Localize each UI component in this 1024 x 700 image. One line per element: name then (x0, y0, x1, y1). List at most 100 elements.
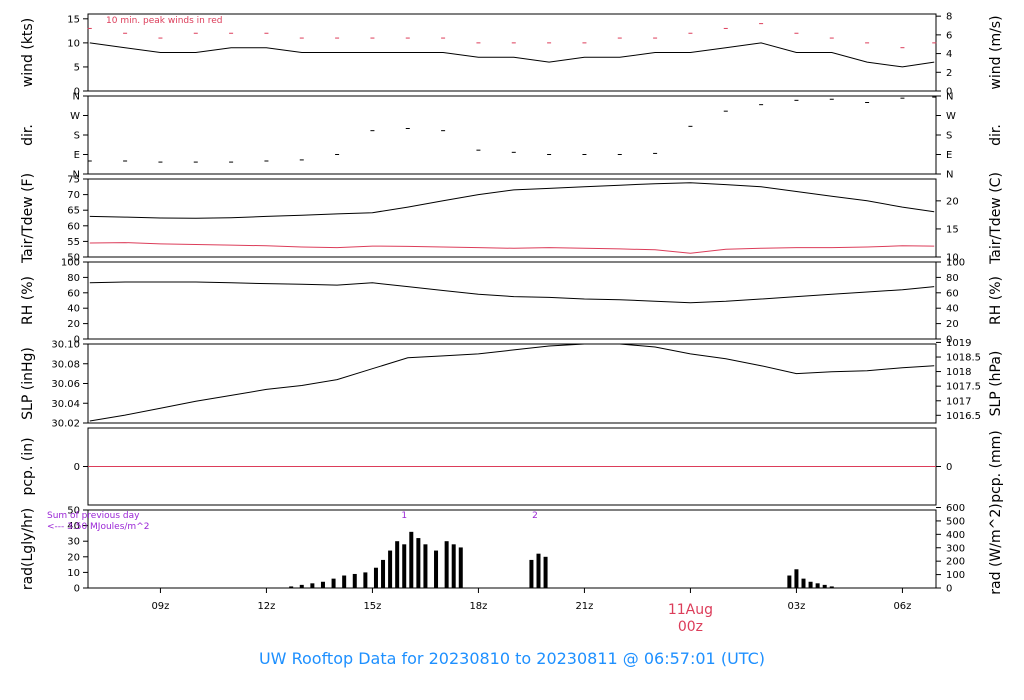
left-tick-label-rh-2: 40 (67, 304, 80, 315)
rad-bar-6 (352, 573, 357, 588)
rad-bar-3 (320, 581, 325, 588)
y-axis-label-left-wind: wind (kts) (20, 18, 36, 87)
y-axis-label-left-temp: Tair/Tdew (F) (20, 173, 36, 264)
right-tick-label-slp-1: 1017 (946, 396, 971, 407)
right-tick-label-rh-4: 80 (946, 273, 959, 284)
right-tick-label-pcp-0: 0 (946, 462, 952, 473)
left-tick-label-rh-1: 20 (67, 319, 80, 330)
rad-bar-18 (451, 544, 456, 588)
left-tick-label-slp-3: 30.08 (51, 359, 80, 370)
panel-frame-rh (87, 261, 937, 340)
left-tick-label-rad-5: 50 (67, 506, 80, 517)
right-tick-label-slp-0: 1016.5 (946, 411, 981, 422)
panel-frame-temp (87, 178, 937, 258)
series-line-temp-0 (89, 182, 935, 219)
y-axis-label-left-rh: RH (%) (20, 276, 36, 325)
rad-bar-14 (416, 538, 421, 588)
left-tick-label-temp-0: 50 (67, 253, 80, 264)
right-tick-label-dir-4: N (946, 92, 953, 103)
rad-bar-17 (444, 541, 449, 588)
x-tick-label-6: 06z (893, 601, 911, 612)
rad-bar-20 (529, 559, 534, 588)
y-axis-label-right-wind: wind (m/s) (988, 15, 1004, 89)
right-tick-label-slp-5: 1019 (946, 338, 971, 349)
right-tick-label-rad-1: 100 (946, 570, 965, 581)
left-tick-label-dir-2: S (74, 131, 80, 142)
right-tick-label-slp-3: 1018 (946, 367, 971, 378)
rad-bar-11 (395, 541, 400, 588)
right-tick-label-wind-4: 8 (946, 12, 952, 23)
right-tick-label-dir-2: S (946, 131, 952, 142)
rad-annotation-0: Sum of previous day (47, 511, 140, 521)
left-tick-label-rad-4: 40 (67, 521, 80, 532)
left-tick-label-rad-1: 10 (67, 568, 80, 579)
right-tick-label-temp-0: 10 (946, 253, 959, 264)
left-tick-label-pcp-0: 0 (74, 462, 80, 473)
panel-frame-wind (87, 13, 937, 92)
left-tick-label-dir-3: W (70, 111, 80, 122)
right-tick-label-wind-3: 6 (946, 30, 952, 41)
day-marker-time: 00z (678, 619, 703, 635)
rad-bar-22 (543, 556, 548, 588)
left-tick-label-dir-0: N (73, 170, 80, 181)
right-tick-label-temp-1: 15 (946, 224, 959, 235)
rad-bar-7 (363, 572, 368, 588)
right-tick-label-rad-3: 300 (946, 543, 965, 554)
y-axis-label-left-rad: rad(Lgly/hr) (20, 508, 36, 590)
right-tick-label-wind-0: 0 (946, 87, 952, 98)
panel-frame-slp (87, 343, 937, 424)
left-tick-label-temp-5: 75 (67, 175, 80, 186)
x-tick-label-5: 03z (787, 601, 805, 612)
y-axis-label-right-slp: SLP (hPa) (988, 351, 1004, 417)
right-tick-label-slp-2: 1017.5 (946, 382, 981, 393)
left-tick-label-rh-0: 0 (74, 335, 80, 346)
left-tick-label-temp-1: 55 (67, 237, 80, 248)
left-tick-label-wind-2: 10 (67, 38, 80, 49)
right-tick-label-wind-1: 2 (946, 68, 952, 79)
right-tick-label-slp-4: 1018.5 (946, 353, 981, 364)
right-tick-label-temp-2: 20 (946, 196, 959, 207)
rad-bar-0 (289, 586, 294, 588)
right-tick-label-rh-0: 0 (946, 335, 952, 346)
rad-bar-24 (794, 569, 799, 588)
y-axis-label-right-rh: RH (%) (988, 276, 1004, 325)
right-tick-label-dir-3: W (946, 111, 956, 122)
left-tick-label-rad-3: 30 (67, 537, 80, 548)
rad-bar-26 (808, 581, 813, 588)
rad-bar-23 (787, 575, 792, 588)
left-tick-label-rh-5: 100 (61, 258, 80, 269)
left-tick-label-wind-3: 15 (67, 14, 80, 25)
left-tick-label-dir-4: N (73, 92, 80, 103)
right-tick-label-dir-0: N (946, 170, 953, 181)
series-line-temp-1 (89, 242, 935, 254)
rad-bar-5 (342, 575, 347, 588)
right-tick-label-wind-2: 4 (946, 49, 952, 60)
left-tick-label-dir-1: E (74, 150, 80, 161)
right-tick-label-rad-0: 0 (946, 584, 952, 595)
rad-bar-9 (381, 559, 386, 588)
rad-bar-16 (434, 550, 439, 588)
left-tick-label-temp-2: 60 (67, 221, 80, 232)
right-tick-label-dir-1: E (946, 150, 952, 161)
x-tick-label-3: 18z (469, 601, 487, 612)
right-tick-label-rad-2: 200 (946, 557, 965, 568)
panel-frame-dir (87, 95, 937, 175)
left-tick-label-wind-1: 5 (74, 62, 80, 73)
rad-bar-21 (536, 553, 541, 588)
right-tick-label-rh-5: 100 (946, 258, 965, 269)
rad-bar-13 (409, 531, 414, 588)
series-line-wind-0 (89, 42, 935, 68)
x-tick-label-4: 21z (575, 601, 593, 612)
panel-frame-rad (87, 509, 937, 589)
rad-bar-8 (373, 567, 378, 588)
rad-bar-25 (801, 578, 806, 588)
rad-bar-28 (822, 584, 827, 588)
left-tick-label-temp-4: 70 (67, 190, 80, 201)
left-tick-label-rad-2: 20 (67, 552, 80, 563)
x-tick-label-0: 09z (151, 601, 169, 612)
y-axis-label-left-pcp: pcp. (in) (20, 437, 36, 495)
rad-marker-0: 1 (401, 511, 407, 521)
rad-bar-2 (310, 583, 315, 588)
y-axis-label-right-pcp: pcp. (mm) (988, 430, 1004, 503)
